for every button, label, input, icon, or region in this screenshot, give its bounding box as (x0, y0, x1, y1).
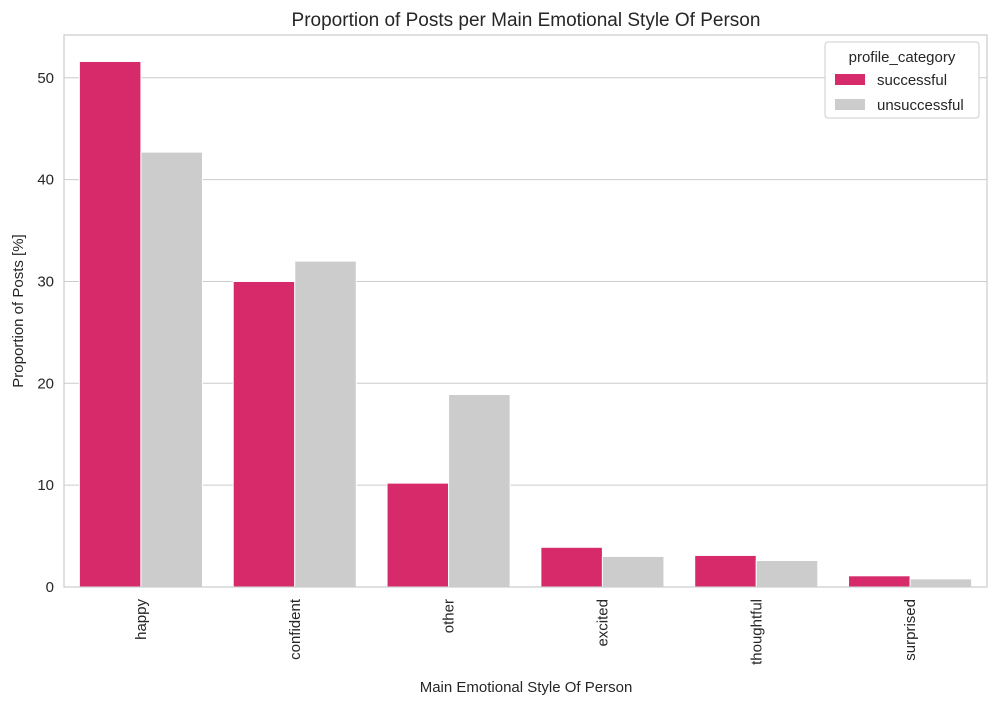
y-tick-label: 10 (37, 477, 54, 494)
bar-successful-happy (78, 60, 142, 588)
bar-unsuccessful-excited (601, 555, 665, 588)
x-tick-label: confident (287, 598, 304, 660)
bar-successful-confident (232, 280, 296, 588)
bar-successful-excited (540, 546, 603, 588)
chart-title: Proportion of Posts per Main Emotional S… (292, 10, 761, 31)
y-tick-label: 40 (37, 172, 54, 189)
legend-label-unsuccessful: unsuccessful (877, 97, 964, 114)
bar-unsuccessful-confident (294, 260, 357, 588)
bar-unsuccessful-other (448, 394, 511, 588)
legend-title: profile_category (849, 49, 956, 66)
legend-swatch-successful (835, 74, 865, 85)
bar-unsuccessful-happy (140, 151, 203, 588)
bar-unsuccessful-thoughtful (755, 560, 819, 588)
bar-successful-thoughtful (694, 554, 757, 588)
bars (78, 60, 973, 588)
bar-successful-other (386, 482, 450, 588)
x-tick-label: surprised (902, 599, 919, 661)
legend-label-successful: successful (877, 72, 947, 89)
legend: profile_category successful unsuccessful (824, 41, 980, 119)
y-tick-label: 50 (37, 70, 54, 87)
y-tick-label: 20 (37, 375, 54, 392)
x-tick-label: excited (594, 599, 611, 647)
legend-swatch-unsuccessful (835, 99, 865, 110)
plot-frame (63, 34, 988, 588)
x-tick-label: other (441, 599, 458, 633)
bar-successful-surprised (848, 575, 911, 588)
y-ticks: 0 10 20 30 40 50 (37, 70, 54, 596)
bar-unsuccessful-surprised (909, 578, 973, 588)
x-axis-label: Main Emotional Style Of Person (420, 679, 633, 696)
x-tick-label: happy (133, 599, 150, 640)
y-axis-label: Proportion of Posts [%] (10, 234, 27, 387)
y-tick-label: 30 (37, 273, 54, 290)
x-ticks: happy confident other excited thoughtful surp… (133, 598, 919, 665)
y-tick-label: 0 (46, 579, 54, 596)
x-tick-label: thoughtful (748, 599, 765, 665)
